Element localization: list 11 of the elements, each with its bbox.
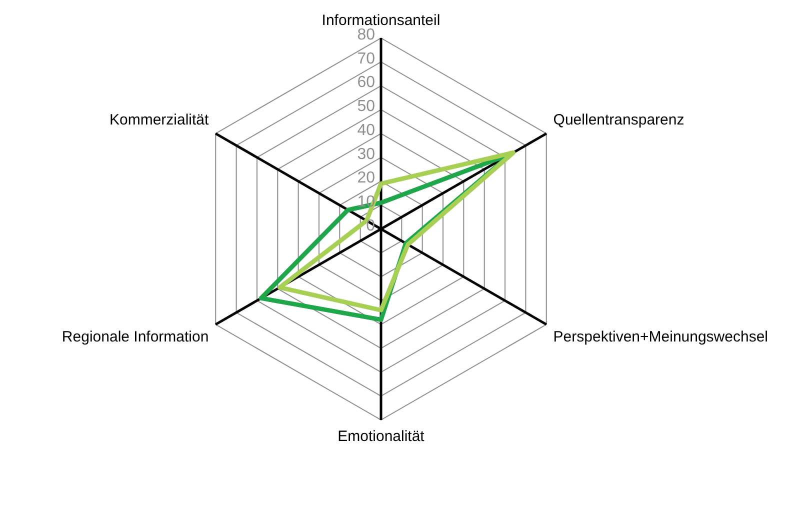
spoke-label: Regionale Information: [62, 328, 209, 346]
y-tick-label: 50: [357, 98, 376, 116]
y-tick-label: 60: [357, 74, 376, 92]
spoke-label: Quellentransparenz: [553, 112, 684, 129]
y-tick-label: 40: [357, 122, 376, 139]
spoke-label: Perspektiven+Meinungswechsel: [553, 328, 768, 346]
spoke-label: Kommerzialität: [110, 112, 210, 129]
spoke-label: Emotionalität: [338, 428, 426, 446]
y-tick-label: 70: [357, 50, 376, 68]
y-tick-label: 30: [357, 146, 376, 163]
y-tick-label: 20: [357, 170, 376, 187]
